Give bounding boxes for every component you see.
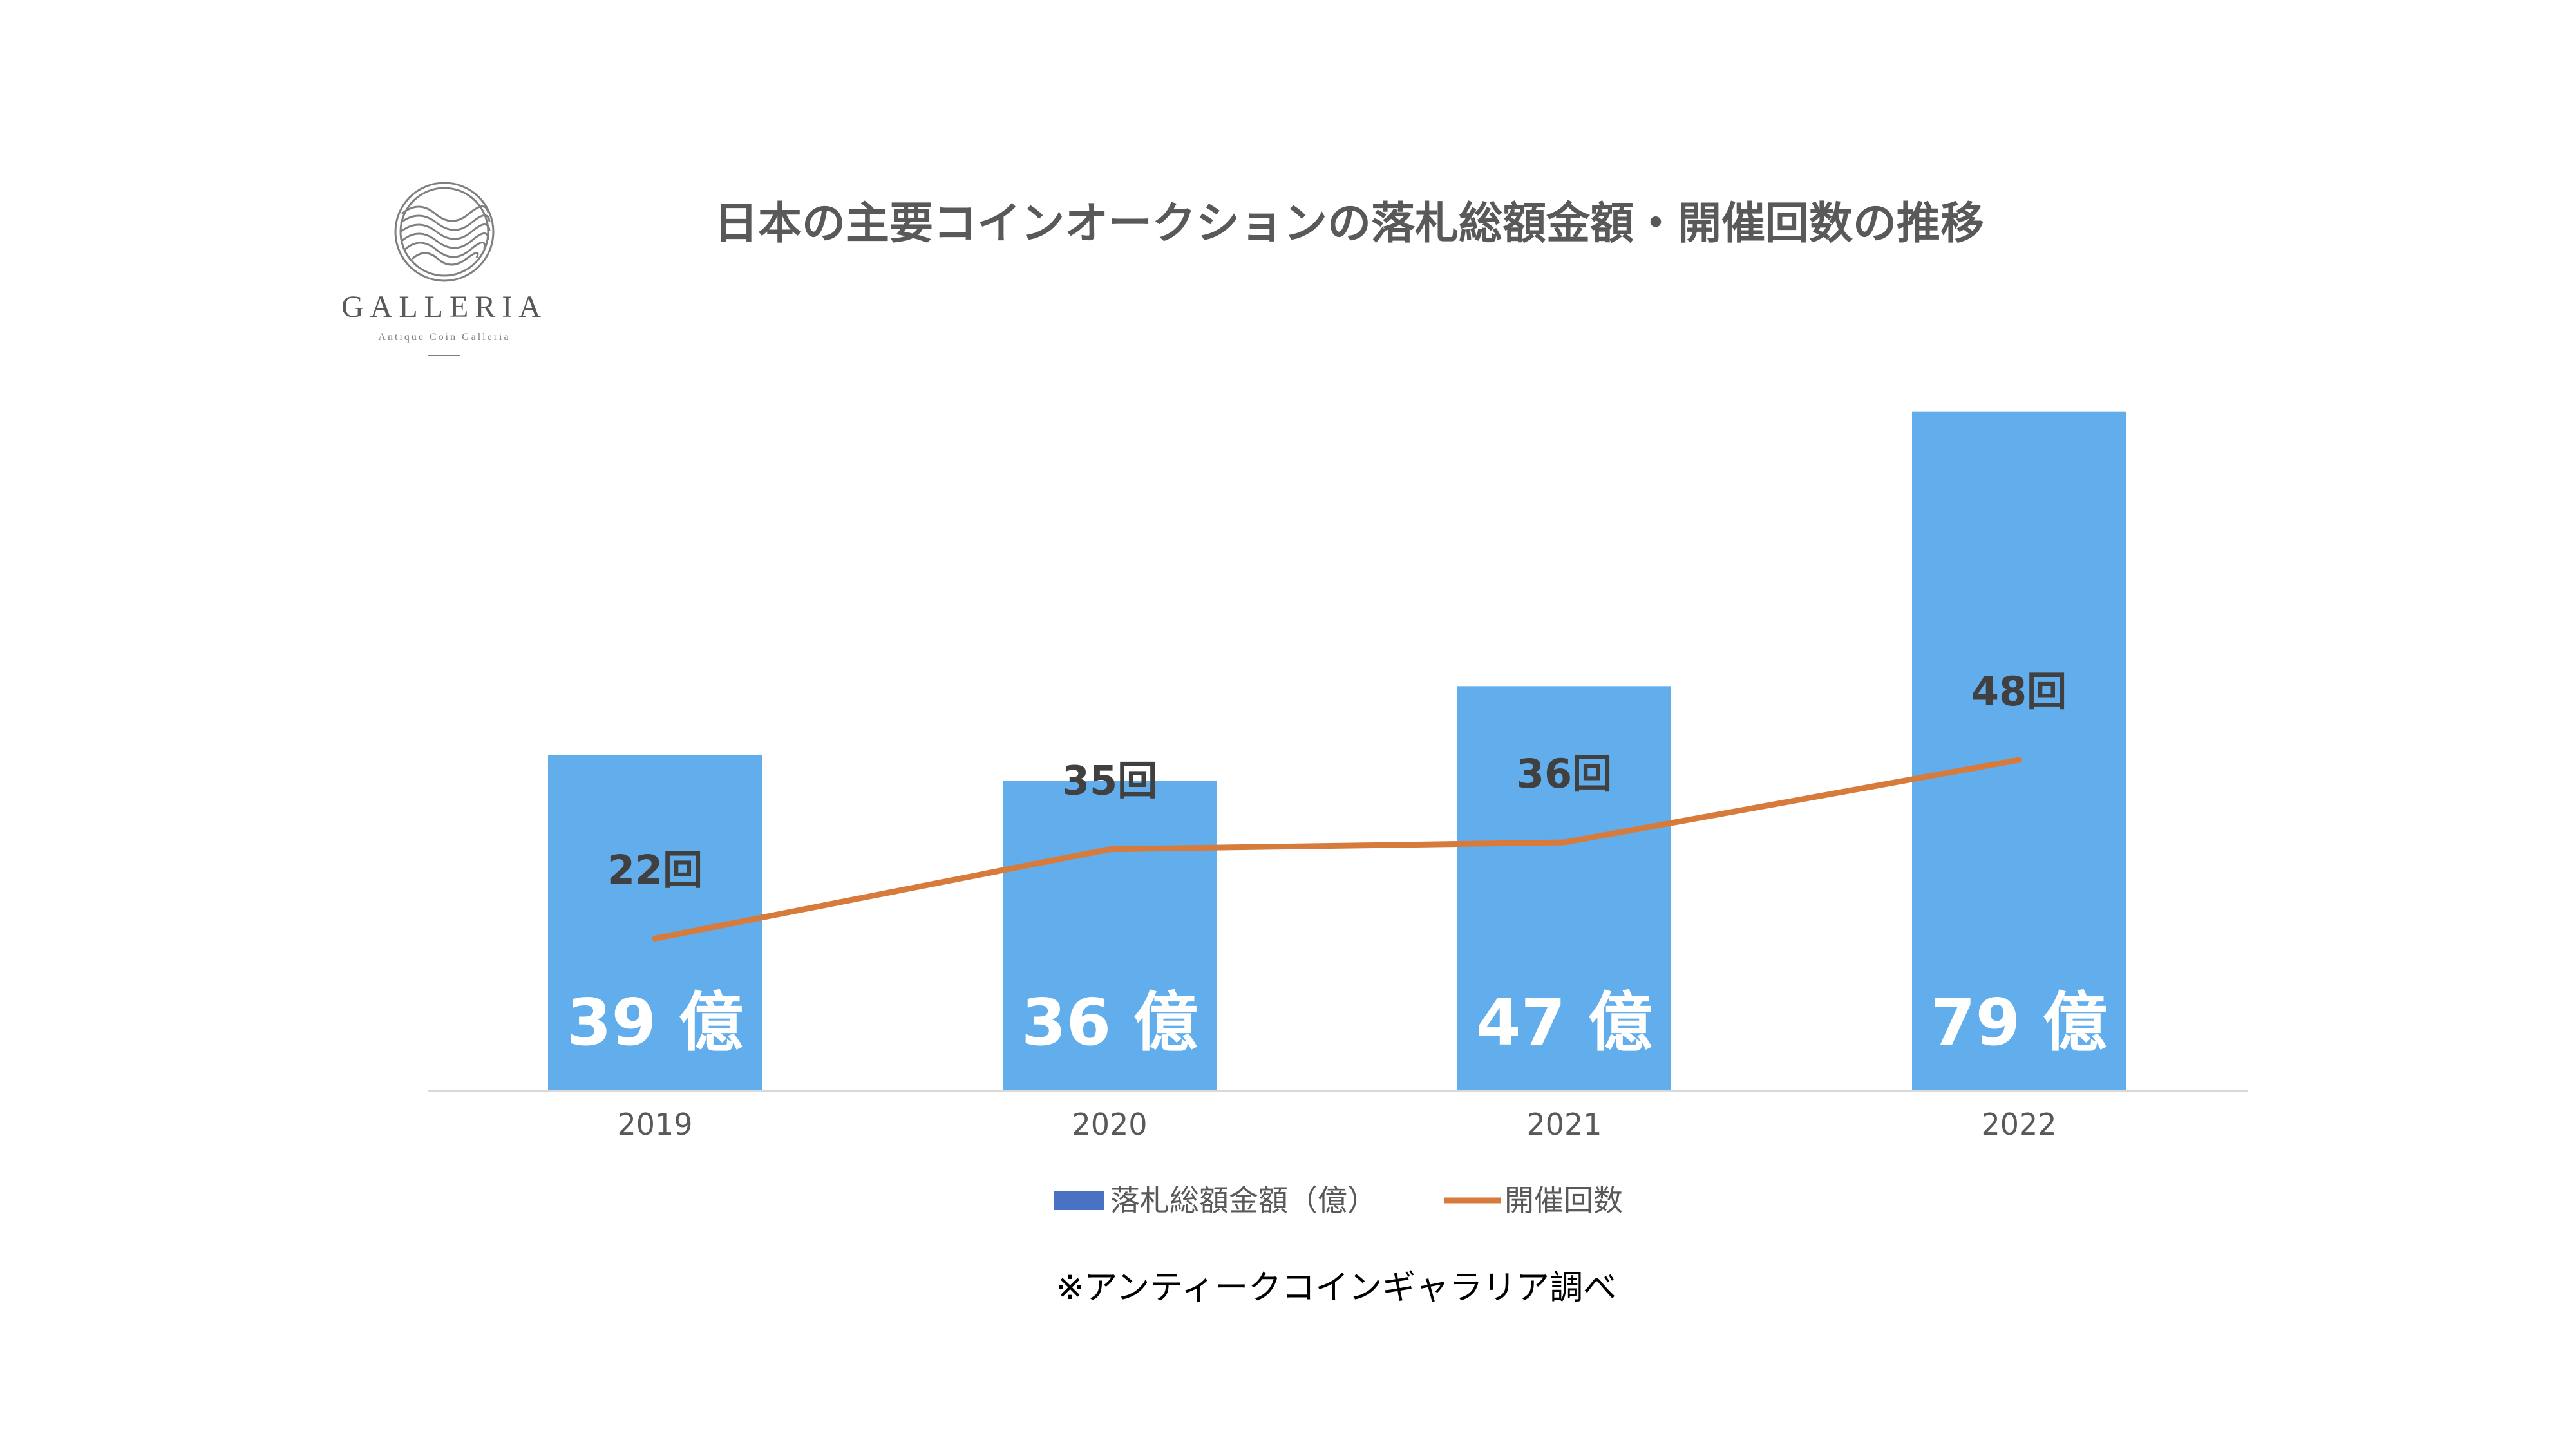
bar-label-2019: 39 億	[567, 985, 743, 1060]
count-line	[652, 757, 2022, 942]
bar-label-2020: 36 億	[1021, 985, 1198, 1060]
legend-label-amount: 落札総額金額（億）	[1110, 1183, 1377, 1218]
x-tick-2020: 2020	[1072, 1107, 1147, 1142]
x-tick-2019: 2019	[617, 1107, 692, 1142]
x-tick-2021: 2021	[1526, 1107, 1602, 1142]
bar-2022	[1912, 411, 2126, 1090]
legend: 落札総額金額（億） 開催回数	[1054, 1183, 1623, 1218]
line-label-2019: 22回	[607, 846, 703, 893]
line-label-2020: 35回	[1062, 757, 1157, 804]
legend-label-count: 開催回数	[1504, 1183, 1623, 1218]
logo-wordmark: GALLERIA	[341, 290, 547, 324]
logo-tagline: Antique Coin Galleria	[378, 332, 510, 343]
legend-swatch-bar	[1054, 1191, 1104, 1210]
line-label-2021: 36回	[1517, 750, 1612, 797]
chart-title: 日本の主要コインオークションの落札総額金額・開催回数の推移	[714, 198, 1984, 249]
bar-label-2022: 79 億	[1931, 985, 2107, 1060]
source-note: ※アンティークコインギャラリア調べ	[1056, 1269, 1616, 1307]
bar-2020	[1003, 781, 1217, 1090]
bar-label-2021: 47 億	[1476, 985, 1653, 1060]
galleria-logo: GALLERIA Antique Coin Galleria	[322, 174, 567, 367]
bar-2021	[1457, 686, 1671, 1090]
line-label-2022: 48回	[1971, 668, 2067, 715]
x-tick-2022: 2022	[1981, 1107, 2056, 1142]
